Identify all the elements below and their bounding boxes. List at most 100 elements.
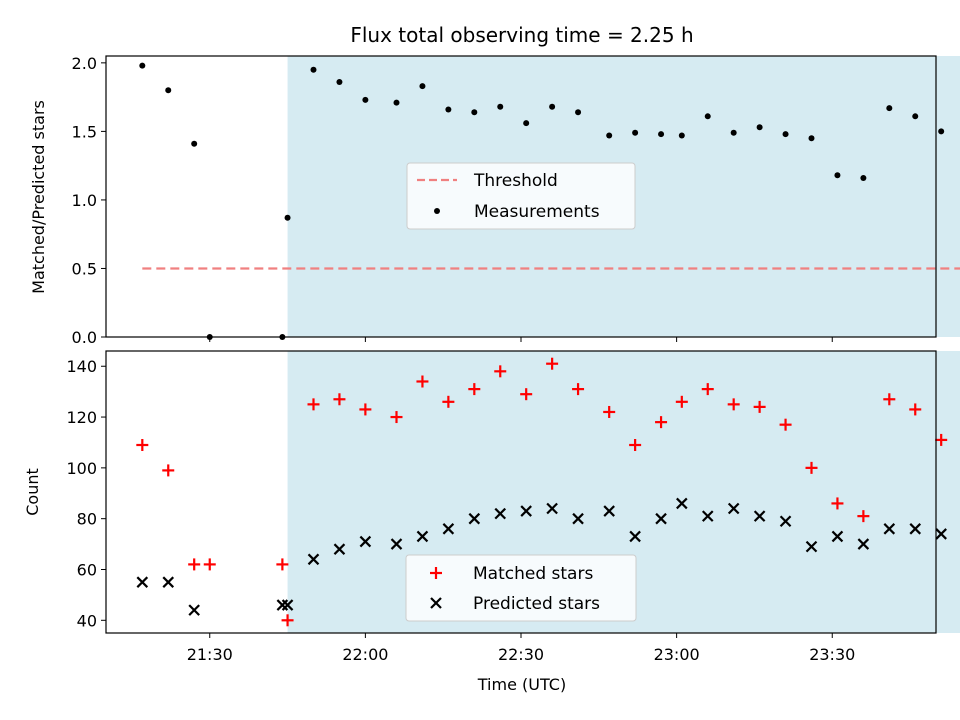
predicted-star-marker: [603, 505, 615, 517]
bottom-y-tick-label: 120: [66, 408, 97, 427]
predicted-star-marker-b: [307, 553, 320, 566]
matched-star-marker: [307, 398, 320, 411]
predicted-star-marker: [307, 553, 320, 566]
predicted-star-marker: [468, 512, 481, 525]
predicted-star-marker-b: [520, 505, 532, 517]
matched-star-marker: [442, 395, 455, 408]
bottom-y-tick-label: 140: [66, 357, 97, 376]
predicted-star-marker: [520, 505, 532, 517]
predicted-star-marker: [416, 530, 429, 543]
predicted-star-marker: [655, 512, 667, 525]
measurement-point: [497, 103, 504, 110]
matched-star-marker: [805, 461, 818, 474]
predicted-star-marker-b: [701, 510, 714, 522]
predicted-star-marker: [857, 538, 870, 550]
matched-star-marker: [909, 403, 922, 416]
measurement-point: [191, 140, 198, 147]
bottom-x-tick-label: 23:30: [809, 645, 855, 664]
measurement-point: [362, 96, 369, 103]
top-y-tick-label: 1.0: [72, 191, 97, 210]
predicted-star-marker-b: [468, 512, 481, 525]
top-y-tick-label: 0.0: [72, 328, 97, 347]
matched-star-marker: [136, 439, 149, 451]
predicted-star-marker-b: [655, 512, 667, 525]
measurement-point: [938, 128, 945, 135]
matched-star-marker: [883, 393, 896, 406]
predicted-star-marker: [359, 535, 372, 548]
x-axis-label: Time (UTC): [477, 675, 566, 694]
measurement-point: [912, 113, 919, 120]
predicted-star-marker-b: [676, 497, 688, 510]
predicted-star-marker: [909, 523, 922, 535]
bottom-legend: Matched stars Predicted stars: [405, 554, 637, 622]
top-panel: 0.00.51.01.52.0 Matched/Predicted stars …: [29, 54, 960, 347]
predicted-star-marker: [281, 599, 294, 611]
matched-star-marker: [416, 375, 429, 388]
measurement-point: [284, 214, 291, 221]
measurement-point: [419, 83, 426, 90]
predicted-star-marker: [935, 528, 947, 540]
predicted-star-marker: [779, 515, 792, 527]
predicted-star-marker-b: [753, 510, 766, 522]
top-y-axis-label: Matched/Predicted stars: [29, 100, 48, 294]
predicted-star-marker-b: [442, 523, 455, 535]
predicted-star-marker-b: [935, 528, 947, 540]
bottom-y-ticks: 40 60 80 100 120 140: [66, 357, 106, 630]
matched-star-marker: [390, 411, 403, 424]
measurement-point: [782, 131, 789, 138]
matched-star-marker: [494, 365, 507, 378]
bottom-y-tick-label: 100: [66, 459, 97, 478]
measurement-point: [678, 132, 685, 139]
matched-star-marker: [701, 383, 714, 396]
bottom-x-tick-label: 22:30: [498, 645, 544, 664]
matched-star-marker: [727, 398, 740, 411]
legend-measurements-label: Measurements: [474, 202, 600, 222]
bottom-panel: 40 60 80 100 120 140 21:30 22:00 22:30 23:00 23:3…: [23, 350, 960, 694]
predicted-star-marker-b: [188, 604, 200, 616]
legend-matched-label: Matched stars: [473, 564, 593, 584]
predicted-star-marker-b: [494, 507, 507, 520]
predicted-star-marker: [676, 497, 688, 510]
predicted-star-marker: [546, 502, 558, 515]
legend-predicted-swatch: [430, 597, 442, 609]
predicted-star-marker-b: [390, 538, 403, 550]
bottom-y-axis-label: Count: [23, 468, 42, 516]
predicted-star-marker: [727, 502, 740, 515]
matched-star-marker: [188, 558, 201, 571]
measurement-point: [834, 172, 841, 179]
predicted-star-marker-b: [883, 523, 896, 535]
matched-star-marker: [831, 497, 844, 510]
predicted-star-marker: [188, 604, 200, 616]
predicted-star-marker-b: [909, 523, 922, 535]
matched-star-marker: [572, 383, 585, 396]
measurement-point: [632, 129, 639, 136]
measurement-point: [445, 106, 452, 113]
predicted-star-marker: [162, 576, 175, 588]
measurement-point: [336, 79, 343, 86]
measurement-point: [886, 105, 893, 112]
predicted-star-marker-b: [831, 530, 844, 543]
measurement-point: [704, 113, 711, 120]
measurement-point: [730, 129, 737, 136]
measurement-point: [165, 87, 172, 94]
predicted-star-marker: [883, 523, 896, 535]
predicted-star-marker-b: [727, 502, 740, 515]
predicted-star-marker-b: [779, 515, 792, 527]
top-y-ticks: 0.0 0.5 1.0 1.5 2.0: [72, 54, 106, 347]
predicted-star-marker-b: [281, 599, 294, 611]
bottom-x-tick-label: 21:30: [187, 645, 233, 664]
measurement-point: [808, 135, 815, 142]
legend-predicted-label: Predicted stars: [473, 594, 600, 614]
predicted-star-marker: [494, 507, 507, 520]
predicted-star-marker: [442, 523, 455, 535]
matched-star-marker: [629, 439, 642, 451]
bottom-y-tick-label: 80: [77, 510, 97, 529]
bottom-x-tick-label: 23:00: [654, 645, 700, 664]
measurement-point: [756, 124, 763, 131]
measurement-point: [523, 120, 530, 127]
matched-star-marker: [359, 403, 372, 416]
measurement-point: [393, 99, 400, 106]
matched-star-marker: [857, 510, 870, 523]
